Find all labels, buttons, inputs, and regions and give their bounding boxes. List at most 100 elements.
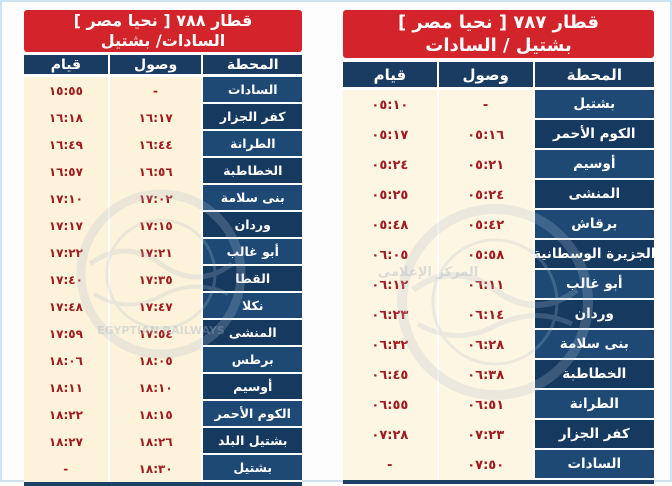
arrival-time-cell: ١٧:٠٢ bbox=[109, 185, 202, 212]
departure-time-cell: ١٧:٢٢ bbox=[24, 239, 108, 266]
arrival-time-cell: ١٨:١٥ bbox=[109, 401, 202, 428]
train-787-banner: قطار ٧٨٧ [ نحيا مصر ] بشتيل / السادات bbox=[343, 10, 654, 58]
arrival-time-cell: ٠٧:٥٠ bbox=[438, 450, 533, 480]
arrival-column-header: وصول bbox=[109, 55, 202, 77]
station-cell: بنى سلامة bbox=[203, 185, 302, 212]
station-cell: أوسيم bbox=[203, 374, 302, 401]
station-cell: المنشى bbox=[203, 320, 302, 347]
train-787-route: بشتيل / السادات bbox=[425, 35, 572, 56]
arrival-time-cell: ٠٥:٥٨ bbox=[438, 240, 533, 270]
arrival-time-cell: ٠٥:٢١ bbox=[438, 150, 533, 180]
arrival-time-cell: ٠٥:٢٤ bbox=[438, 180, 533, 210]
departure-time-cell: ٠٦:٥٥ bbox=[343, 390, 437, 420]
arrival-time-cell: ٠٥:١٦ bbox=[438, 120, 533, 150]
departure-time-cell: ٠٥:١٠ bbox=[343, 90, 437, 120]
departure-time-cell: ١٨:٢٢ bbox=[24, 401, 108, 428]
arrival-time-cell: ١٧:٣٥ bbox=[109, 266, 202, 293]
train-788-route: السادات/ بشتيل bbox=[100, 31, 226, 50]
departure-time-cell: ٠٧:٢٨ bbox=[343, 420, 437, 450]
station-cell: برطس bbox=[203, 347, 302, 374]
station-cell: الطرانة bbox=[203, 131, 302, 158]
departure-time-cell: ٠٥:٢٤ bbox=[343, 150, 437, 180]
arrival-time-cell: ١٨:١٠ bbox=[109, 374, 202, 401]
arrival-column-header: وصول bbox=[438, 62, 533, 90]
station-cell: الجزيرة الوسطانية bbox=[534, 240, 654, 270]
departure-time-cell: ١٦:١٨ bbox=[24, 104, 108, 131]
train-787-title: قطار ٧٨٧ [ نحيا مصر ] bbox=[397, 12, 600, 33]
station-cell: الكوم الأحمر bbox=[534, 120, 654, 150]
train-788-grid: المحطة وصول قيام السادات -١٥:٥٥ كفر الجزار… bbox=[24, 55, 302, 486]
station-cell: أبو غالب bbox=[203, 239, 302, 266]
station-cell: كفر الجزار bbox=[203, 104, 302, 131]
station-cell: كفر الجزار bbox=[534, 420, 654, 450]
station-cell: بنى سلامة bbox=[534, 330, 654, 360]
arrival-time-cell: ١٦:٤٤ bbox=[109, 131, 202, 158]
departure-time-cell: ١٧:١٠ bbox=[24, 185, 108, 212]
arrival-time-cell: ٠٦:٢٨ bbox=[438, 330, 533, 360]
train-787-grid: المحطة وصول قيام بشتيل -٠٥:١٠ الكوم الأحمر… bbox=[343, 62, 654, 484]
departure-time-cell: ٠٦:٠٥ bbox=[343, 240, 437, 270]
departure-time-cell: - bbox=[24, 455, 108, 482]
train-788-banner: قطار ٧٨٨ [ نحيا مصر ] السادات/ بشتيل bbox=[24, 10, 302, 52]
arrival-time-cell: ٠٦:١١ bbox=[438, 270, 533, 300]
station-cell: الطرانة bbox=[534, 390, 654, 420]
train-788-table: قطار ٧٨٨ [ نحيا مصر ] السادات/ بشتيل الم… bbox=[24, 10, 302, 486]
departure-column-header: قيام bbox=[24, 55, 108, 77]
arrival-time-cell: ٠٦:٥١ bbox=[438, 390, 533, 420]
departure-time-cell: ١٧:٥٩ bbox=[24, 320, 108, 347]
station-cell: الخطاطبة bbox=[203, 158, 302, 185]
departure-time-cell: ١٧:٤٨ bbox=[24, 293, 108, 320]
departure-time-cell: ١٨:٠٦ bbox=[24, 347, 108, 374]
arrival-time-cell: ٠٦:٣٨ bbox=[438, 360, 533, 390]
station-cell: نكلا bbox=[203, 293, 302, 320]
station-cell: بشتيل bbox=[534, 90, 654, 120]
departure-time-cell: ١٥:٥٥ bbox=[24, 77, 108, 104]
arrival-time-cell: ١٨:٣٠ bbox=[109, 455, 202, 482]
train-788-title: قطار ٧٨٨ [ نحيا مصر ] bbox=[73, 11, 253, 30]
departure-time-cell: ٠٦:٣٢ bbox=[343, 330, 437, 360]
station-cell: القطا bbox=[203, 266, 302, 293]
station-cell: الخطاطبة bbox=[534, 360, 654, 390]
train-787-table: قطار ٧٨٧ [ نحيا مصر ] بشتيل / السادات ال… bbox=[343, 10, 654, 484]
station-cell: السادات bbox=[534, 450, 654, 480]
departure-time-cell: ١٧:٤٠ bbox=[24, 266, 108, 293]
departure-time-cell: ١٧:١٧ bbox=[24, 212, 108, 239]
departure-time-cell: ١٦:٤٩ bbox=[24, 131, 108, 158]
station-cell: أوسيم bbox=[534, 150, 654, 180]
station-cell: بشتيل bbox=[203, 455, 302, 482]
arrival-time-cell: ١٨:٢٦ bbox=[109, 428, 202, 455]
arrival-time-cell: ١٧:٤٧ bbox=[109, 293, 202, 320]
arrival-time-cell: ١٦:٥٦ bbox=[109, 158, 202, 185]
station-cell: أبو غالب bbox=[534, 270, 654, 300]
arrival-time-cell: ١٨:٠٥ bbox=[109, 347, 202, 374]
station-column-header: المحطة bbox=[534, 62, 654, 90]
departure-time-cell: ٠٦:٢٣ bbox=[343, 300, 437, 330]
arrival-time-cell: ٠٥:٤٢ bbox=[438, 210, 533, 240]
arrival-time-cell: - bbox=[109, 77, 202, 104]
departure-time-cell: ٠٦:١٢ bbox=[343, 270, 437, 300]
arrival-time-cell: ١٦:١٧ bbox=[109, 104, 202, 131]
departure-time-cell: ١٨:٢٧ bbox=[24, 428, 108, 455]
departure-time-cell: ٠٦:٤٥ bbox=[343, 360, 437, 390]
departure-time-cell: ١٦:٥٧ bbox=[24, 158, 108, 185]
station-column-header: المحطة bbox=[203, 55, 302, 77]
departure-time-cell: - bbox=[343, 450, 437, 480]
departure-time-cell: ١٨:١١ bbox=[24, 374, 108, 401]
departure-column-header: قيام bbox=[343, 62, 437, 90]
arrival-time-cell: ١٧:١٥ bbox=[109, 212, 202, 239]
station-cell: السادات bbox=[203, 77, 302, 104]
station-cell: وردان bbox=[534, 300, 654, 330]
arrival-time-cell: - bbox=[438, 90, 533, 120]
arrival-time-cell: ١٧:٢١ bbox=[109, 239, 202, 266]
departure-time-cell: ٠٥:٢٥ bbox=[343, 180, 437, 210]
station-cell: وردان bbox=[203, 212, 302, 239]
station-cell: برقاش bbox=[534, 210, 654, 240]
departure-time-cell: ٠٥:١٧ bbox=[343, 120, 437, 150]
station-cell: بشتيل البلد bbox=[203, 428, 302, 455]
station-cell: الكوم الأحمر bbox=[203, 401, 302, 428]
departure-time-cell: ٠٥:٤٨ bbox=[343, 210, 437, 240]
arrival-time-cell: ٠٦:١٤ bbox=[438, 300, 533, 330]
station-cell: المنشى bbox=[534, 180, 654, 210]
arrival-time-cell: ٠٧:٢٣ bbox=[438, 420, 533, 450]
